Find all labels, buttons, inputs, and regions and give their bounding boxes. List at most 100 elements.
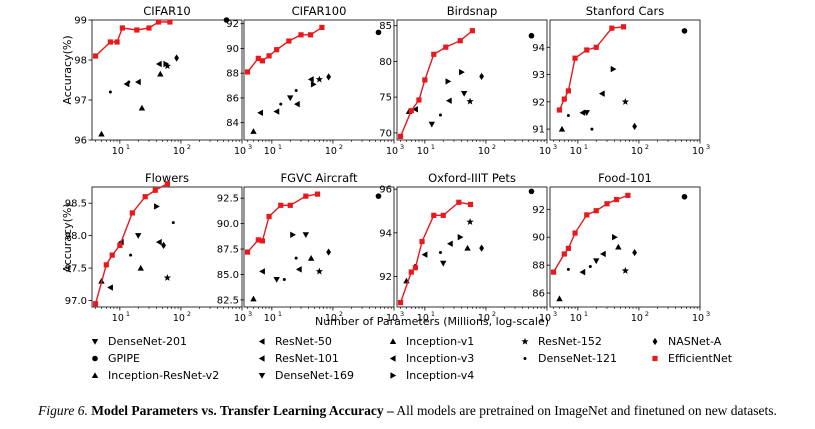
- x-tick-label: 10: [325, 313, 337, 324]
- data-point-circle: [375, 29, 382, 36]
- y-tick-label: 90: [226, 44, 239, 55]
- plot-frame: [396, 186, 548, 308]
- data-point-circle: [528, 188, 535, 195]
- efficientnet-point: [244, 249, 251, 255]
- x-tick-exponent: 1: [126, 143, 130, 151]
- x-tick-exponent: 3: [248, 310, 252, 318]
- legend: DenseNet-201 ResNet-50 Inception-v1 ResNet-…: [91, 335, 733, 382]
- data-point-diamond: [326, 73, 332, 81]
- efficientnet-point: [416, 97, 422, 103]
- data-point-point: [294, 89, 298, 93]
- x-tick-label: 10: [417, 146, 429, 157]
- caption-title: Model Parameters vs. Transfer Learning A…: [91, 403, 394, 418]
- data-point-triangle-left: [412, 106, 418, 113]
- data-point-star: [466, 218, 474, 225]
- y-tick-label: 96: [74, 136, 87, 147]
- panel-title: Food-101: [598, 171, 652, 185]
- efficientnet-point: [164, 181, 170, 187]
- x-tick-label: 10: [539, 313, 551, 324]
- x-tick-label: 10: [631, 146, 643, 157]
- data-point-triangle-left: [135, 78, 141, 86]
- legend-marker-square: [652, 355, 658, 362]
- y-tick-label: 75: [379, 93, 392, 104]
- efficientnet-point: [593, 44, 599, 50]
- data-point-circle: [528, 32, 535, 39]
- efficientnet-point: [443, 44, 449, 50]
- efficientnet-point: [259, 58, 265, 64]
- y-tick-label: 92: [226, 19, 239, 30]
- x-tick-exponent: 2: [339, 143, 343, 151]
- data-point-triangle-left: [107, 284, 113, 291]
- data-point-triangle-up: [98, 130, 105, 137]
- y-tick-label: 88: [532, 261, 545, 272]
- data-point-point: [438, 250, 442, 254]
- legend-label: ResNet-152: [538, 335, 602, 348]
- y-tick-label: 85.0: [217, 270, 239, 281]
- legend-label: GPIPE: [108, 352, 140, 365]
- panel-title: CIFAR100: [292, 4, 347, 18]
- legend-label: ResNet-101: [275, 352, 339, 365]
- data-point-triangle-down: [440, 260, 447, 267]
- data-point-triangle-right: [610, 65, 617, 73]
- efficientnet-point: [307, 32, 314, 38]
- efficientnet-point: [467, 201, 474, 208]
- data-point-star: [315, 267, 323, 275]
- legend-label: Inception-v4: [406, 369, 474, 382]
- x-tick-exponent: 2: [492, 310, 496, 318]
- data-point-diamond: [632, 248, 638, 257]
- legend-marker-triangle-left: [389, 355, 396, 362]
- efficientnet-point: [469, 28, 475, 34]
- x-tick-label: 10: [631, 313, 643, 324]
- data-point-triangle-down: [460, 91, 468, 97]
- data-point-triangle-left: [307, 76, 314, 83]
- data-point-triangle-right: [154, 203, 160, 210]
- y-tick-label: 96: [379, 185, 392, 196]
- y-tick-label: 98.0: [65, 231, 87, 242]
- data-point-triangle-left: [293, 100, 300, 108]
- data-point-triangle-left: [259, 268, 265, 275]
- efficientnet-point: [412, 265, 418, 271]
- data-point-circle: [681, 28, 688, 34]
- data-point-triangle-left: [155, 238, 162, 246]
- legend-marker-triangle-right: [390, 372, 397, 379]
- panel-title: FGVC Aircraft: [280, 171, 358, 185]
- legend-label: Inception-v3: [406, 352, 474, 365]
- legend-label: EfficientNet: [668, 352, 733, 365]
- data-point-star: [163, 62, 171, 70]
- efficientnet-point: [287, 202, 293, 208]
- y-tick-label: 86: [226, 93, 239, 104]
- data-point-point: [590, 127, 594, 131]
- x-tick-exponent: 1: [584, 143, 588, 151]
- efficientnet-point: [397, 300, 404, 306]
- y-tick-label: 85: [379, 21, 392, 32]
- y-tick-label: 92: [532, 205, 545, 216]
- plot-frame: [549, 19, 701, 141]
- data-point-triangle-up: [157, 70, 164, 77]
- legend-label: ResNet-50: [275, 335, 332, 348]
- data-point-point: [566, 113, 570, 117]
- x-tick-exponent: 1: [126, 310, 130, 318]
- data-point-star: [466, 97, 474, 105]
- y-tick-label: 87.5: [217, 245, 239, 256]
- panel-title: Flowers: [145, 171, 189, 185]
- x-tick-label: 10: [112, 146, 124, 157]
- data-point-point: [171, 221, 175, 225]
- x-tick-exponent: 2: [187, 310, 191, 318]
- data-point-triangle-up: [250, 295, 257, 302]
- x-tick-exponent: 3: [400, 310, 404, 318]
- efficientnet-point: [107, 39, 113, 45]
- y-tick-label: 94: [532, 43, 545, 54]
- plot-frame: [91, 19, 243, 141]
- data-point-triangle-up: [138, 104, 146, 111]
- data-point-triangle-left: [257, 109, 263, 116]
- x-tick-exponent: 3: [706, 310, 710, 318]
- x-tick-exponent: 1: [584, 310, 588, 318]
- y-tick-label: 97.0: [65, 296, 87, 307]
- data-point-triangle-up: [464, 244, 471, 251]
- data-point-point: [588, 265, 592, 269]
- plot-frame: [396, 19, 548, 141]
- efficientnet-point: [119, 25, 125, 31]
- x-tick-exponent: 3: [553, 143, 557, 151]
